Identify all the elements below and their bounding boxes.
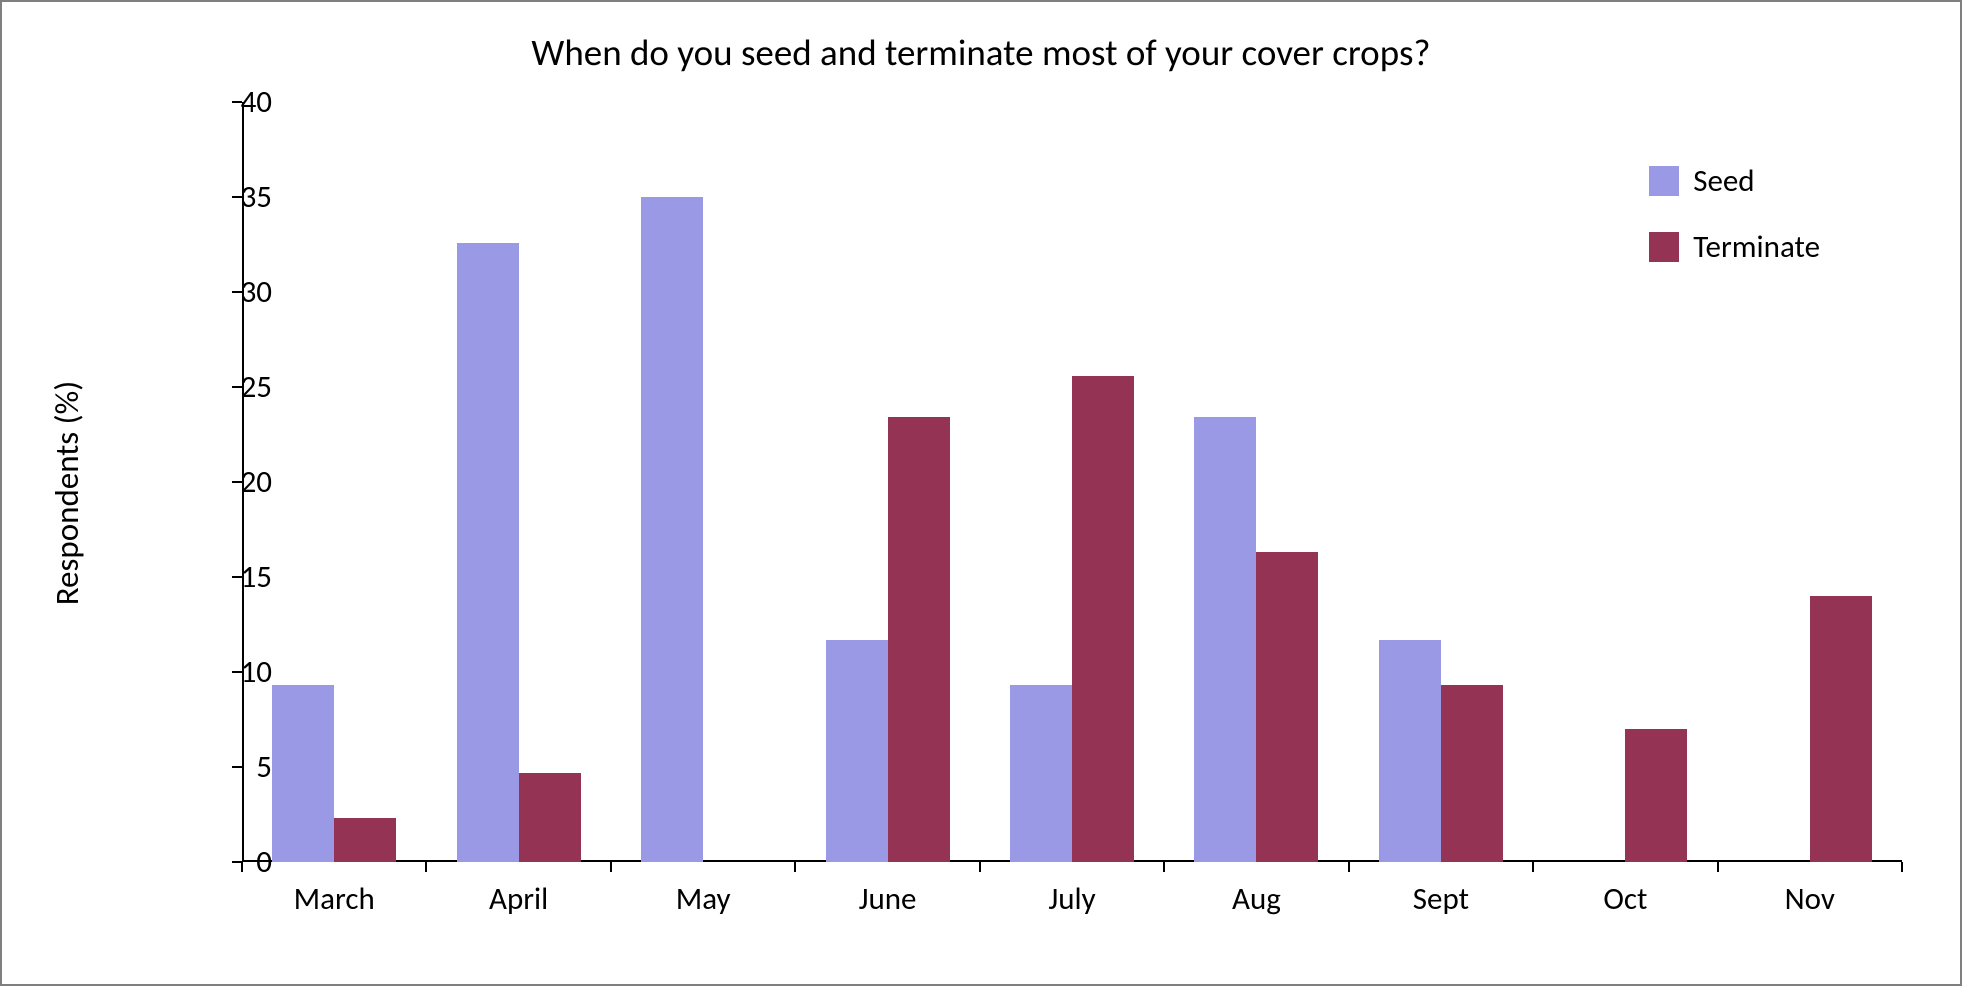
x-tick-mark	[794, 862, 796, 872]
x-tick-mark	[241, 862, 243, 872]
bar-seed	[1194, 417, 1256, 862]
bar-terminate	[1810, 596, 1872, 862]
y-tick-label: 35	[241, 178, 272, 216]
x-tick-label: Aug	[1232, 880, 1281, 918]
y-tick-mark	[232, 766, 242, 768]
y-tick-label: 25	[241, 368, 272, 406]
x-tick-mark	[1532, 862, 1534, 872]
legend-swatch	[1649, 232, 1679, 262]
x-tick-mark	[1901, 862, 1903, 872]
legend-item: Seed	[1649, 162, 1820, 200]
x-tick-mark	[610, 862, 612, 872]
bar-seed	[1379, 640, 1441, 862]
bar-seed	[457, 243, 519, 862]
bar-seed	[272, 685, 334, 862]
x-tick-mark	[1348, 862, 1350, 872]
y-tick-label: 20	[241, 463, 272, 501]
y-tick-label: 10	[241, 653, 272, 691]
x-tick-label: Sept	[1413, 880, 1469, 918]
bar-terminate	[334, 818, 396, 862]
legend-label: Seed	[1693, 162, 1754, 200]
bar-seed	[826, 640, 888, 862]
x-tick-label: May	[676, 880, 731, 918]
x-tick-mark	[979, 862, 981, 872]
chart-title: When do you seed and terminate most of y…	[2, 30, 1960, 75]
bar-terminate	[888, 417, 950, 862]
legend-item: Terminate	[1649, 228, 1820, 266]
x-tick-label: March	[294, 880, 375, 918]
x-tick-label: Nov	[1785, 880, 1835, 918]
x-tick-label: April	[489, 880, 548, 918]
bar-terminate	[1256, 552, 1318, 862]
y-tick-label: 15	[241, 558, 272, 596]
chart-frame: When do you seed and terminate most of y…	[0, 0, 1962, 986]
legend: Seed Terminate	[1649, 162, 1820, 294]
bar-terminate	[1072, 376, 1134, 862]
legend-label: Terminate	[1693, 228, 1820, 266]
y-tick-label: 30	[241, 273, 272, 311]
x-tick-mark	[1163, 862, 1165, 872]
bar-terminate	[519, 773, 581, 862]
x-tick-label: June	[859, 880, 917, 918]
y-tick-label: 40	[241, 83, 272, 121]
y-axis-title: Respondents (%)	[47, 381, 87, 606]
bar-terminate	[1625, 729, 1687, 862]
bar-seed	[641, 197, 703, 862]
y-tick-label: 5	[256, 748, 272, 786]
x-tick-mark	[425, 862, 427, 872]
y-tick-label: 0	[256, 843, 272, 881]
bar-seed	[1010, 685, 1072, 862]
x-tick-label: July	[1048, 880, 1095, 918]
x-tick-mark	[1717, 862, 1719, 872]
x-tick-label: Oct	[1603, 880, 1647, 918]
legend-swatch	[1649, 166, 1679, 196]
bar-terminate	[1441, 685, 1503, 862]
